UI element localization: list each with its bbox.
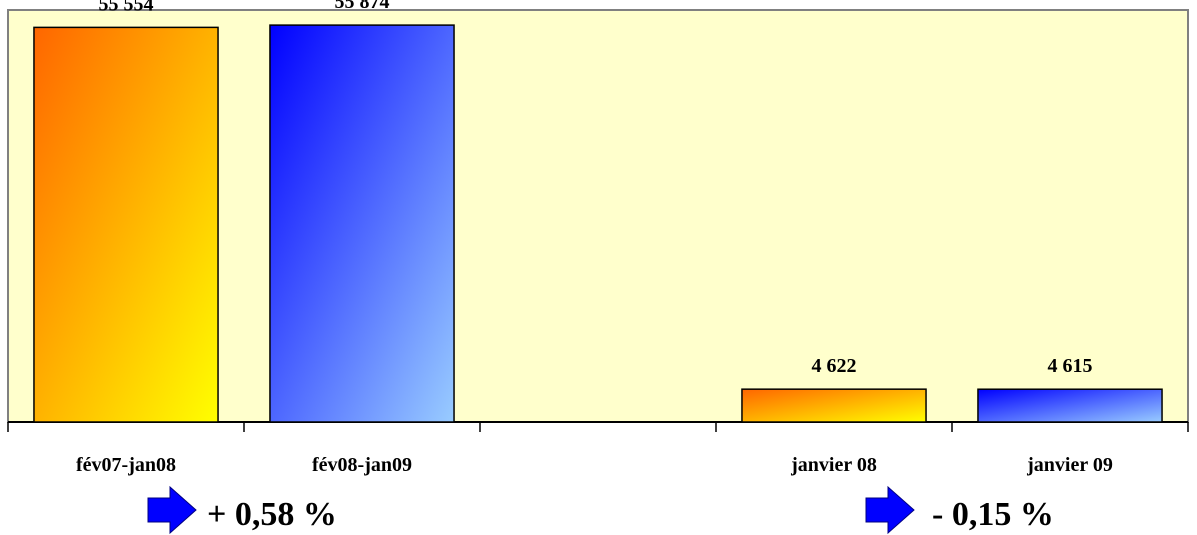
right-arrow-icon xyxy=(865,485,915,535)
bar xyxy=(977,388,1163,423)
category-label: fév08-jan09 xyxy=(312,454,412,476)
category-label: janvier 08 xyxy=(790,454,877,476)
value-label: 4 615 xyxy=(1048,355,1093,377)
right-arrow-icon xyxy=(147,485,197,535)
annotation-left: + 0,58 % xyxy=(147,485,337,535)
change-left: + 0,58 % xyxy=(207,496,337,533)
value-label: 4 622 xyxy=(812,355,857,377)
category-label: fév07-jan08 xyxy=(76,454,176,476)
change-right: - 0,15 % xyxy=(932,496,1054,533)
bar xyxy=(33,26,219,423)
bar xyxy=(741,388,927,423)
bar xyxy=(269,24,455,423)
value-label: 55 874 xyxy=(335,0,390,13)
value-label: 55 554 xyxy=(99,0,154,15)
annotation-right: - 0,15 % xyxy=(865,485,1054,535)
category-label: janvier 09 xyxy=(1026,454,1113,476)
